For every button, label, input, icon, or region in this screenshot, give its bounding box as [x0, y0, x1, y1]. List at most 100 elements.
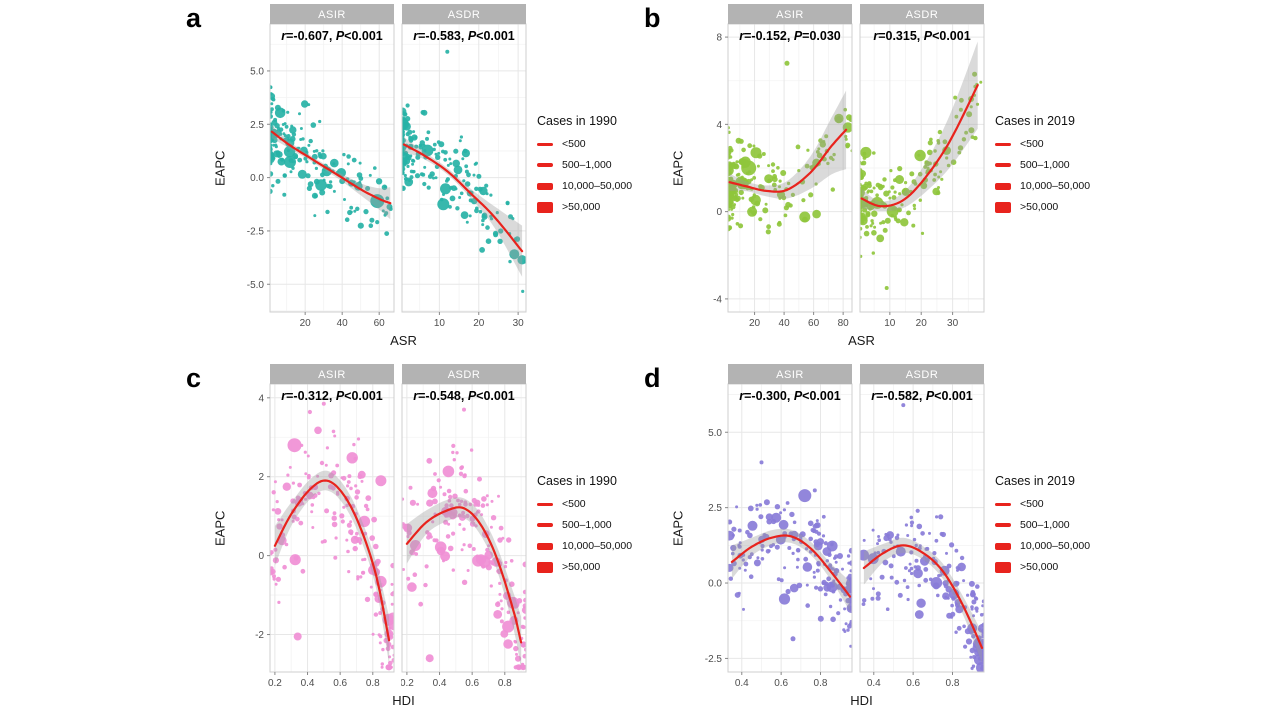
svg-text:-2: -2 — [255, 630, 264, 641]
facet-strip: ASDR — [860, 4, 984, 24]
legend-item: >50,000 — [537, 561, 632, 573]
legend-title: Cases in 2019 — [995, 474, 1075, 488]
axis-ticks: 0.4 0.6 0.8 — [867, 672, 960, 689]
size-swatch-icon — [537, 522, 553, 528]
facet-asdr-plot: ASDR r=0.315, P<0.001 10 20 30 — [859, 4, 985, 329]
panel-b-plot-col: EAPC ASIR r=-0.152, P=0.030 20 40 60 80 8 4 0 -4 A… — [670, 4, 985, 348]
svg-text:2.5: 2.5 — [250, 120, 264, 131]
facet-strip: ASIR — [728, 364, 852, 384]
legend-item: 500–1,000 — [537, 159, 632, 171]
correlation-annotation: r=-0.312, P<0.001 — [281, 389, 383, 403]
scatter-points — [402, 407, 526, 671]
panel-a-facets: EAPC ASIR r=-0.607, P<0.001 20 40 60 5.0 2.5 0.… — [212, 4, 527, 332]
panel-a-plot-col: EAPC ASIR r=-0.607, P<0.001 20 40 60 5.0 2.5 0.… — [212, 4, 527, 348]
svg-text:4: 4 — [716, 120, 722, 131]
svg-text:40: 40 — [337, 318, 349, 329]
facet-strip-label: ASIR — [776, 369, 804, 381]
svg-text:0.4: 0.4 — [301, 678, 315, 689]
svg-text:2.5: 2.5 — [708, 503, 722, 514]
facet-strip-label: ASDR — [906, 9, 939, 21]
panel-b-facets: EAPC ASIR r=-0.152, P=0.030 20 40 60 80 8 4 0 -4 A… — [670, 4, 985, 332]
facet-strip-label: ASIR — [776, 9, 804, 21]
panel-a-label: a — [186, 3, 202, 33]
svg-text:0.4: 0.4 — [735, 678, 749, 689]
legend-item: 10,000–50,000 — [995, 180, 1090, 192]
panel-c-label: c — [186, 363, 202, 393]
facet-strip: ASDR — [402, 364, 526, 384]
svg-text:8: 8 — [716, 33, 722, 44]
size-swatch-icon — [537, 542, 553, 550]
axis-ticks: 0.2 0.4 0.6 0.8 4 2 0 -2 — [255, 393, 380, 689]
svg-text:0.4: 0.4 — [867, 678, 881, 689]
x-axis-label: ASR — [848, 333, 875, 348]
legend-item: <500 — [537, 138, 632, 150]
correlation-annotation: r=-0.300, P<0.001 — [739, 389, 841, 403]
trend-fit — [860, 41, 979, 211]
size-swatch-icon — [537, 182, 553, 190]
legend-item: 500–1,000 — [995, 519, 1090, 531]
legend-item-label: 10,000–50,000 — [1020, 180, 1091, 192]
y-axis-label: EAPC — [670, 150, 686, 186]
size-swatch-icon — [995, 182, 1011, 190]
svg-text:0.0: 0.0 — [250, 173, 264, 184]
y-axis-label: EAPC — [212, 150, 228, 186]
legend-item-label: >50,000 — [562, 561, 601, 573]
size-swatch-icon — [995, 502, 1011, 506]
facet-strip-label: ASIR — [318, 9, 346, 21]
svg-text:30: 30 — [947, 318, 959, 329]
gridlines — [270, 24, 394, 312]
svg-text:40: 40 — [779, 318, 791, 329]
legend-item: <500 — [537, 498, 632, 510]
svg-text:5.0: 5.0 — [250, 66, 264, 77]
svg-text:-2.5: -2.5 — [705, 654, 723, 665]
size-swatch-icon — [537, 201, 553, 213]
gridlines — [860, 384, 984, 672]
svg-text:-5.0: -5.0 — [247, 280, 265, 291]
panel-d: d EAPC ASIR r=-0.300, P<0.001 0.4 0.6 0.8 5.0… — [644, 360, 1148, 720]
legend-item-label: <500 — [1020, 138, 1044, 150]
panel-b-legend: Cases in 2019 <500 500–1,000 10,000–50,000… — [995, 114, 1090, 222]
svg-text:0.4: 0.4 — [433, 678, 447, 689]
correlation-annotation: r=0.315, P<0.001 — [873, 29, 970, 43]
svg-text:0.2: 0.2 — [268, 678, 282, 689]
correlation-annotation: r=-0.152, P=0.030 — [739, 29, 841, 43]
legend-item-label: >50,000 — [562, 201, 601, 213]
panel-c-facets: EAPC ASIR r=-0.312, P<0.001 0.2 0.4 0.6 0.8 4 2… — [212, 364, 527, 692]
svg-text:4: 4 — [258, 393, 264, 404]
svg-text:10: 10 — [434, 318, 446, 329]
svg-text:-4: -4 — [713, 294, 722, 305]
y-axis-label: EAPC — [212, 510, 228, 546]
legend-item-label: 500–1,000 — [1020, 519, 1070, 531]
panel-d-plot-col: EAPC ASIR r=-0.300, P<0.001 0.4 0.6 0.8 5.0 2.… — [670, 364, 985, 708]
size-swatch-icon — [995, 542, 1011, 550]
legend-item-label: >50,000 — [1020, 201, 1059, 213]
panel-c: c EAPC ASIR r=-0.312, P<0.001 0.2 0.4 0.6 0.8… — [186, 360, 644, 720]
panel-c-plot-col: EAPC ASIR r=-0.312, P<0.001 0.2 0.4 0.6 0.8 4 2… — [212, 364, 527, 708]
size-swatch-icon — [995, 142, 1011, 146]
correlation-annotation: r=-0.583, P<0.001 — [413, 29, 515, 43]
legend-item: 500–1,000 — [995, 159, 1090, 171]
svg-text:0.6: 0.6 — [465, 678, 479, 689]
facet-asdr-plot: ASDR r=-0.583, P<0.001 10 20 30 — [401, 4, 527, 329]
facet-asdr-plot: ASDR r=-0.548, P<0.001 0.2 0.4 0.6 0.8 — [401, 364, 527, 689]
legend-title: Cases in 2019 — [995, 114, 1075, 128]
legend-title: Cases in 1990 — [537, 114, 617, 128]
x-axis-label: HDI — [850, 693, 873, 708]
trend-fit — [728, 90, 848, 199]
legend-item-label: <500 — [562, 138, 586, 150]
svg-text:-2.5: -2.5 — [247, 226, 265, 237]
size-swatch-icon — [537, 561, 553, 573]
svg-text:0: 0 — [258, 551, 264, 562]
facet-strip: ASIR — [728, 4, 852, 24]
svg-text:0: 0 — [716, 207, 722, 218]
panel-a: a EAPC ASIR r=-0.607, P<0.001 20 40 60 5.0 2.5… — [186, 0, 644, 360]
facet-strip-label: ASDR — [906, 369, 939, 381]
facet-strip-label: ASDR — [448, 9, 481, 21]
legend-item-label: 500–1,000 — [1020, 159, 1070, 171]
legend-item: <500 — [995, 138, 1090, 150]
legend-items: <500 500–1,000 10,000–50,000 >50,000 — [995, 498, 1090, 573]
legend-item-label: <500 — [1020, 498, 1044, 510]
trend-fit — [730, 528, 852, 612]
trend-fit — [273, 470, 391, 665]
